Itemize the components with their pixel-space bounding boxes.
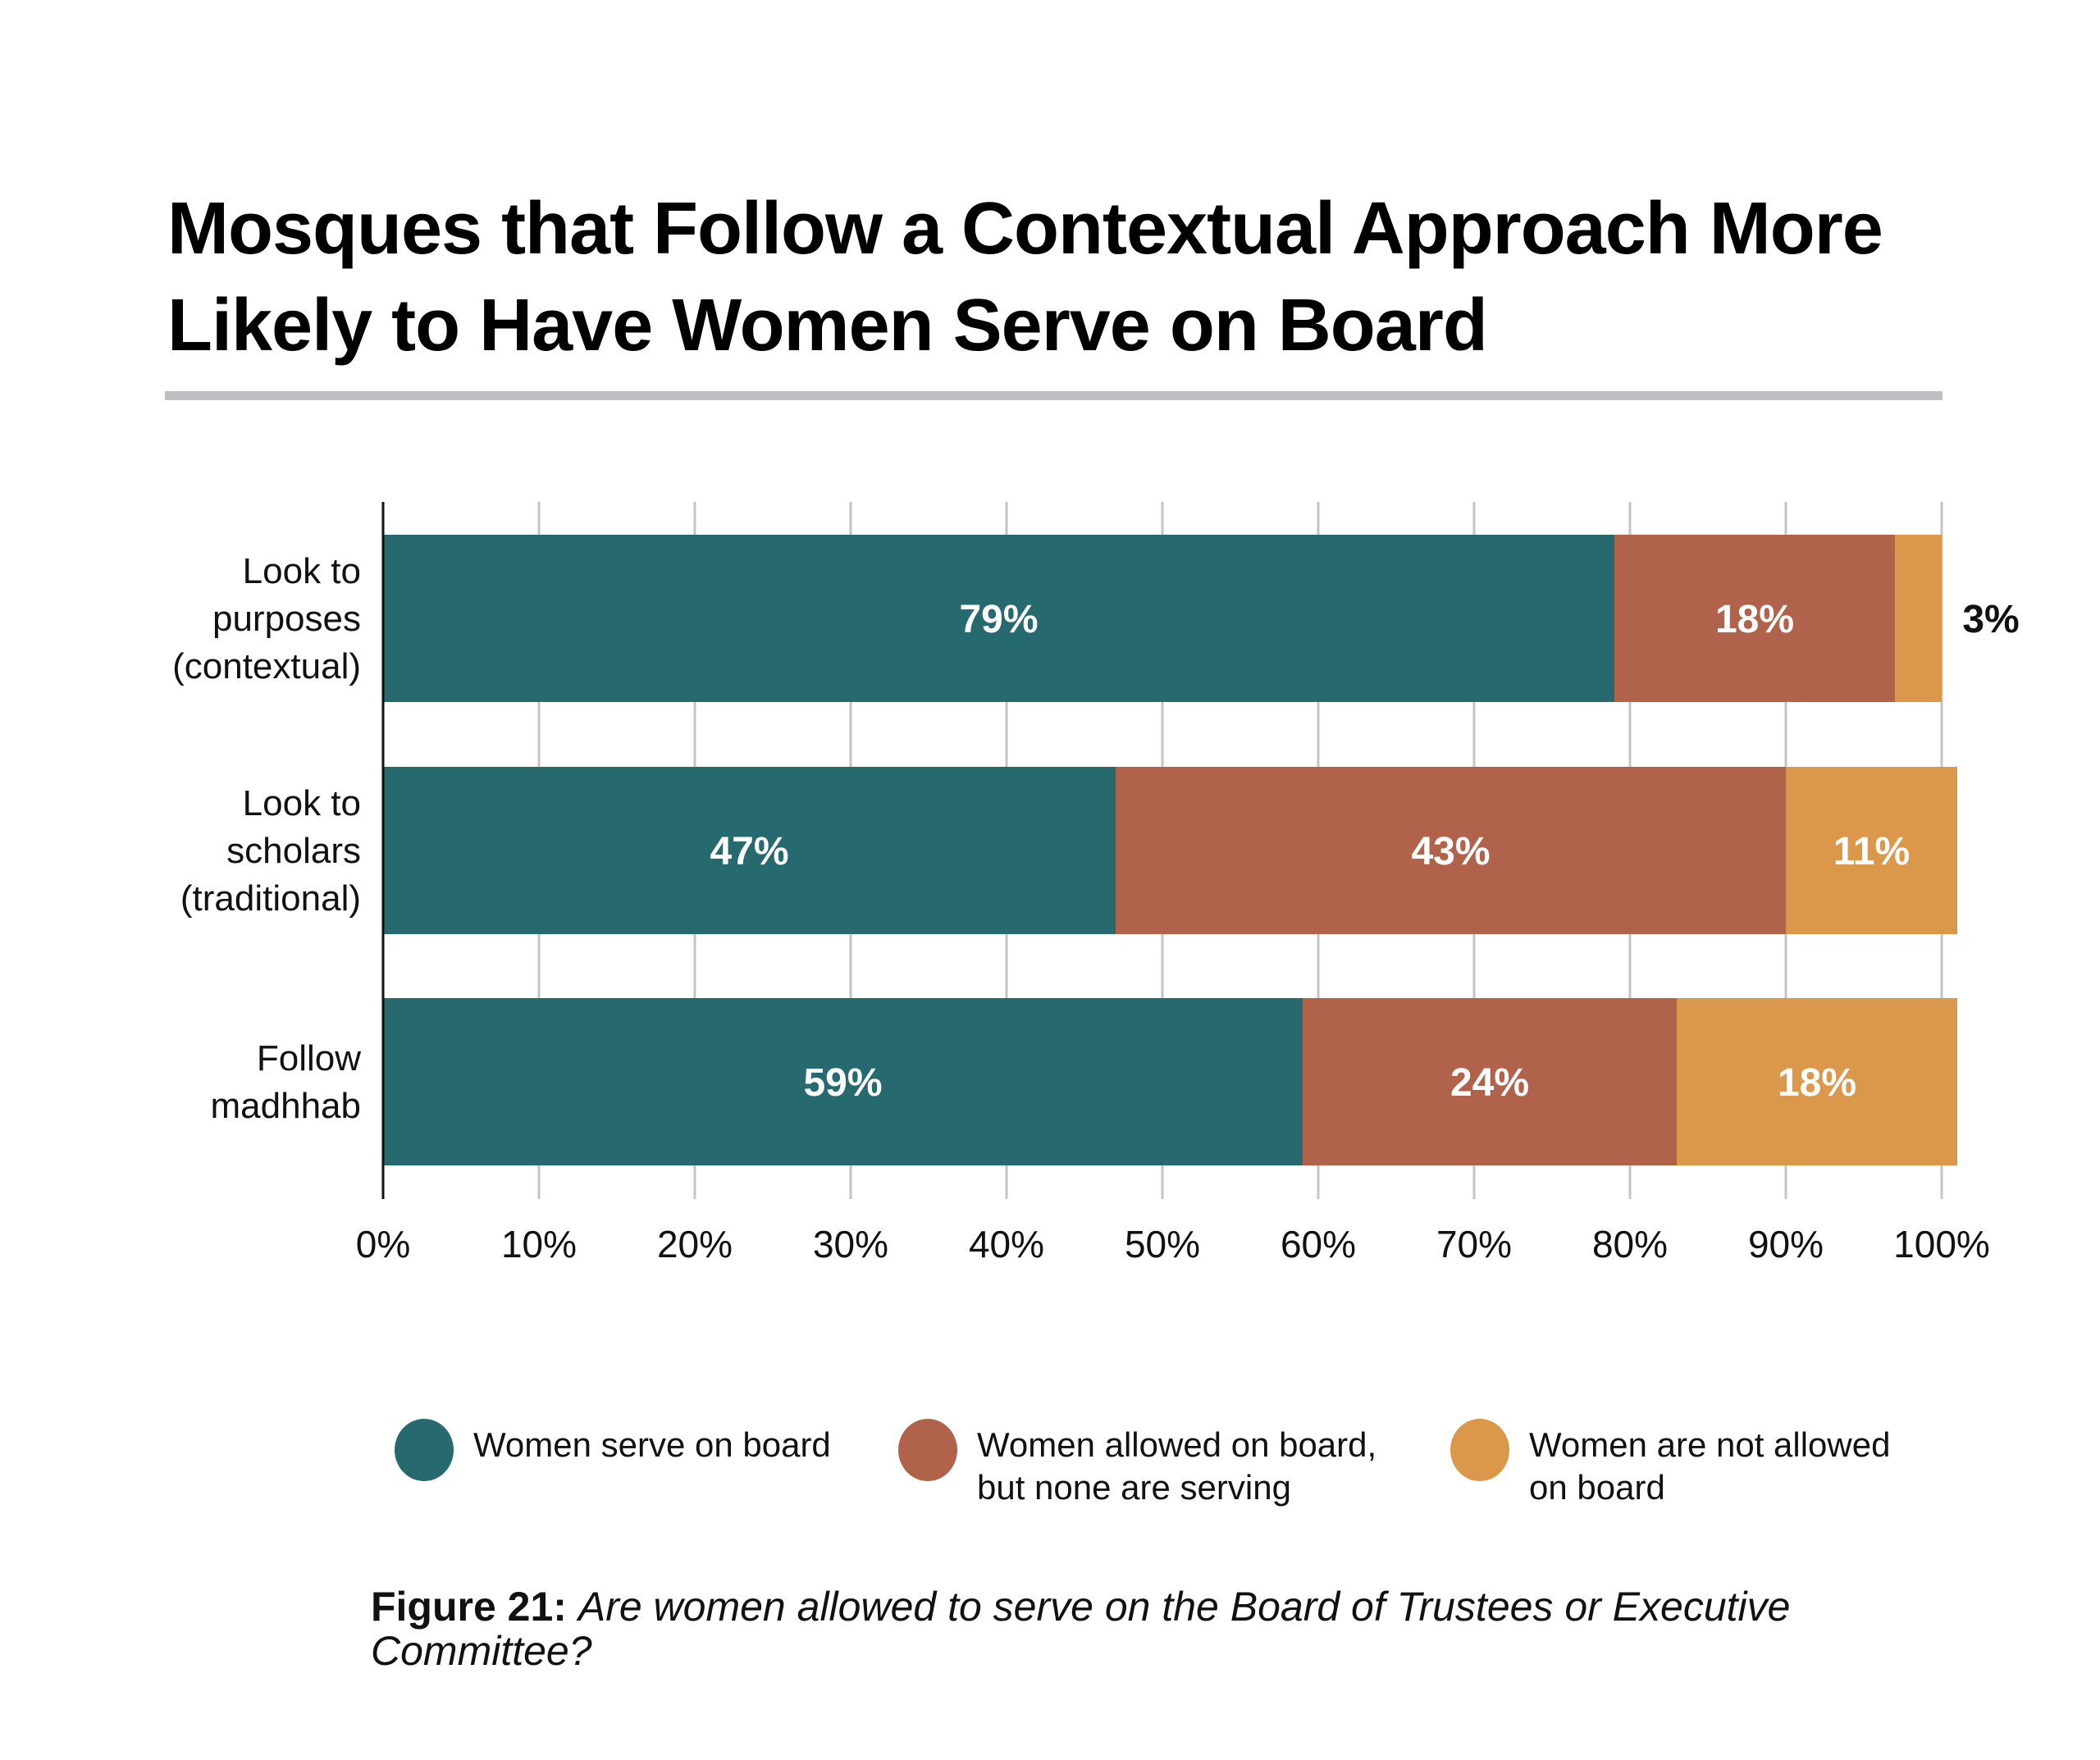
bar-segment [383, 998, 1303, 1165]
category-label: Look to [243, 783, 361, 823]
x-tick-label: 10% [501, 1223, 577, 1265]
data-label: 59% [803, 1061, 882, 1105]
bar-segment [1895, 535, 1942, 702]
x-tick-label: 100% [1893, 1223, 1990, 1265]
legend-label-line: on board [1529, 1468, 1665, 1507]
legend-swatch-icon [1450, 1419, 1509, 1481]
x-tick-label: 60% [1281, 1223, 1356, 1265]
bars [383, 535, 1957, 1165]
legend-label: Women are not allowed on board [1529, 1424, 1890, 1509]
bar-segment [383, 535, 1614, 702]
category-label: scholars [226, 831, 361, 871]
x-tick-label: 20% [657, 1223, 733, 1265]
data-label: 79% [959, 598, 1038, 641]
bar-segment [1677, 998, 1957, 1165]
x-tick-label: 70% [1436, 1223, 1512, 1265]
x-tick-label: 80% [1592, 1223, 1668, 1265]
legend-item-allowed-none-serving: Women allowed on board, but none are ser… [898, 1419, 1376, 1509]
category-labels: Look to purposes (contextual) Look to schola… [172, 551, 361, 1126]
chart-title-line-2: Likely to Have Women Serve on Board [167, 285, 1488, 367]
bar-segment [1614, 535, 1895, 702]
x-tick-labels: 0% 10% 20% 30% 40% 50% 60% 70% 80% 90% 100% [356, 1223, 1990, 1265]
category-label: madhhab [211, 1086, 361, 1126]
legend-label-line: Women serve on board [473, 1425, 831, 1464]
category-label: Follow [257, 1038, 361, 1078]
legend-label: Women serve on board [473, 1424, 831, 1466]
legend-label-line: Women allowed on board, [977, 1425, 1377, 1464]
figure-question: Are women allowed to serve on the Board … [371, 1584, 1791, 1674]
data-label: 3% [1962, 598, 2019, 641]
category-label: (contextual) [172, 646, 361, 686]
bar-segment [1116, 767, 1786, 934]
data-label: 18% [1715, 598, 1794, 641]
x-tick-label: 50% [1125, 1223, 1200, 1265]
legend-label: Women allowed on board, but none are ser… [977, 1424, 1376, 1509]
bar-segment [1303, 998, 1677, 1165]
data-label: 24% [1450, 1061, 1529, 1105]
legend-item-not-allowed: Women are not allowed on board [1450, 1419, 1890, 1509]
figure-label: Figure 21: [371, 1584, 567, 1630]
x-tick-label: 0% [356, 1223, 410, 1265]
legend-label-line: Women are not allowed [1529, 1425, 1891, 1464]
data-label: 11% [1833, 830, 1910, 873]
category-label: (traditional) [180, 878, 361, 919]
stacked-bar-chart: Look to purposes (contextual) Look to schola… [172, 502, 2020, 1265]
bar-segment [383, 767, 1116, 934]
category-label: purposes [212, 599, 361, 639]
data-label: 43% [1411, 830, 1490, 873]
bar-segment [1786, 767, 1957, 934]
x-tick-label: 30% [813, 1223, 888, 1265]
x-tick-label: 90% [1748, 1223, 1824, 1265]
chart-title: Mosques that Follow a Contextual Approac… [167, 180, 1972, 374]
legend-item-serve: Women serve on board [395, 1419, 831, 1481]
legend-label-line: but none are serving [977, 1468, 1291, 1507]
legend-swatch-icon [395, 1419, 454, 1481]
figure-caption: Figure 21: Are women allowed to serve on… [371, 1584, 2011, 1673]
data-label: 18% [1778, 1061, 1856, 1105]
x-tick-label: 40% [969, 1223, 1044, 1265]
title-divider [165, 391, 1942, 400]
data-labels: 79% 18% 3% 47% 43% 11% 59% 24% 18% [710, 598, 2019, 1105]
chart-title-line-1: Mosques that Follow a Contextual Approac… [167, 188, 1883, 270]
category-label: Look to [243, 551, 361, 591]
legend-swatch-icon [898, 1419, 957, 1481]
data-label: 47% [710, 830, 788, 873]
legend: Women serve on board Women allowed on bo… [0, 1419, 2100, 1517]
